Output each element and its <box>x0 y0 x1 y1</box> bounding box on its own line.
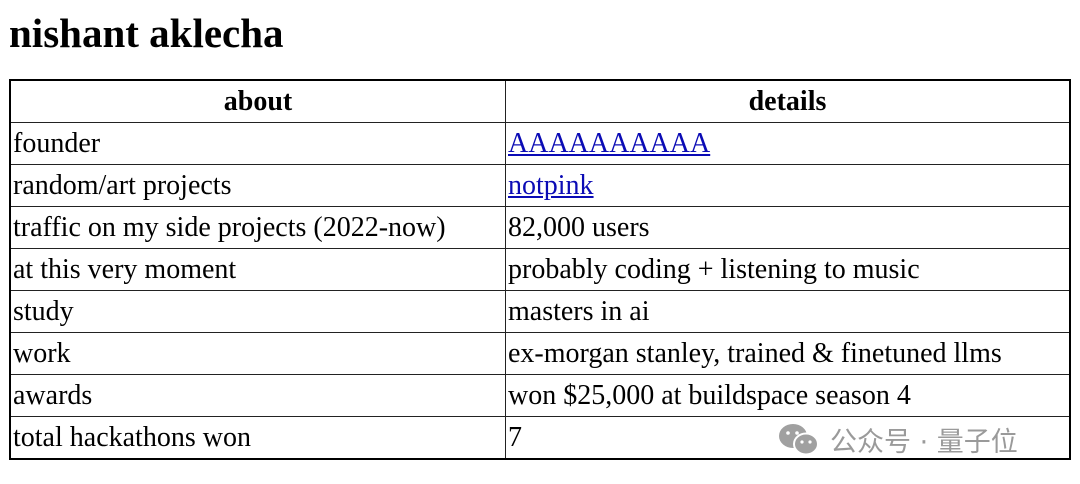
table-row: founder AAAAAAAAAA <box>9 122 1071 165</box>
details-cell: probably coding + listening to music <box>505 248 1071 291</box>
founder-link[interactable]: AAAAAAAAAA <box>508 128 711 159</box>
table-row: awards won $25,000 at buildspace season … <box>9 374 1071 417</box>
about-cell: work <box>9 332 506 375</box>
header-about: about <box>9 79 506 123</box>
about-cell: founder <box>9 122 506 165</box>
details-cell: masters in ai <box>505 290 1071 333</box>
about-cell: random/art projects <box>9 164 506 207</box>
about-cell: awards <box>9 374 506 417</box>
details-cell: ex-morgan stanley, trained & finetuned l… <box>505 332 1071 375</box>
table-row: work ex-morgan stanley, trained & finetu… <box>9 332 1071 375</box>
about-cell: study <box>9 290 506 333</box>
table-row: at this very moment probably coding + li… <box>9 248 1071 291</box>
about-cell: traffic on my side projects (2022-now) <box>9 206 506 249</box>
about-table: about details founder AAAAAAAAAA random/… <box>9 79 1071 460</box>
watermark-text: 公众号 · 量子位 <box>830 427 1018 458</box>
wechat-icon <box>778 422 820 458</box>
about-cell: total hackathons won <box>9 416 506 460</box>
table-row: study masters in ai <box>9 290 1071 333</box>
table-header-row: about details <box>9 79 1071 123</box>
details-cell: 82,000 users <box>505 206 1071 249</box>
watermark: 公众号 · 量子位 <box>778 420 1018 459</box>
details-cell: AAAAAAAAAA <box>505 122 1071 165</box>
notpink-link[interactable]: notpink <box>508 170 594 201</box>
table-row: random/art projects notpink <box>9 164 1071 207</box>
details-cell: won $25,000 at buildspace season 4 <box>505 374 1071 417</box>
about-cell: at this very moment <box>9 248 506 291</box>
table-row: traffic on my side projects (2022-now) 8… <box>9 206 1071 249</box>
page-title: nishant aklecha <box>9 10 284 56</box>
header-details: details <box>505 79 1071 123</box>
details-cell: notpink <box>505 164 1071 207</box>
